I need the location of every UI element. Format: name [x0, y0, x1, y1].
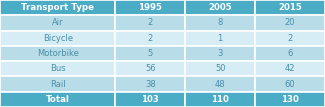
Bar: [115, 46, 185, 61]
Bar: [0, 31, 115, 46]
Text: 1: 1: [217, 34, 223, 43]
Bar: [0, 61, 115, 76]
Text: 3: 3: [217, 49, 223, 58]
Text: 42: 42: [285, 64, 295, 73]
Text: Motorbike: Motorbike: [37, 49, 79, 58]
Text: Rail: Rail: [50, 80, 66, 89]
Text: 38: 38: [145, 80, 156, 89]
Bar: [185, 61, 255, 76]
Bar: [115, 0, 185, 15]
Bar: [185, 92, 255, 107]
Bar: [115, 61, 185, 76]
Text: 2: 2: [148, 34, 153, 43]
Text: Bus: Bus: [50, 64, 66, 73]
Text: 60: 60: [285, 80, 295, 89]
Bar: [0, 15, 115, 31]
Text: 110: 110: [211, 95, 229, 104]
Bar: [255, 46, 325, 61]
Bar: [185, 0, 255, 15]
Text: 130: 130: [281, 95, 299, 104]
Bar: [255, 31, 325, 46]
Bar: [115, 15, 185, 31]
Text: Total: Total: [46, 95, 70, 104]
Bar: [0, 76, 115, 92]
Bar: [185, 31, 255, 46]
Bar: [185, 46, 255, 61]
Bar: [115, 92, 185, 107]
Bar: [115, 31, 185, 46]
Bar: [0, 46, 115, 61]
Text: 20: 20: [285, 18, 295, 27]
Text: 48: 48: [215, 80, 226, 89]
Text: Air: Air: [52, 18, 63, 27]
Text: 2: 2: [287, 34, 293, 43]
Bar: [255, 76, 325, 92]
Text: 2015: 2015: [278, 3, 302, 12]
Bar: [0, 92, 115, 107]
Text: 103: 103: [141, 95, 159, 104]
Bar: [0, 0, 115, 15]
Bar: [255, 61, 325, 76]
Bar: [255, 0, 325, 15]
Text: Bicycle: Bicycle: [43, 34, 73, 43]
Bar: [185, 76, 255, 92]
Text: 2005: 2005: [208, 3, 232, 12]
Text: 6: 6: [287, 49, 293, 58]
Text: 5: 5: [148, 49, 153, 58]
Bar: [115, 76, 185, 92]
Text: 1995: 1995: [138, 3, 162, 12]
Text: 50: 50: [215, 64, 226, 73]
Bar: [255, 92, 325, 107]
Bar: [255, 15, 325, 31]
Text: 56: 56: [145, 64, 156, 73]
Text: 8: 8: [217, 18, 223, 27]
Text: 2: 2: [148, 18, 153, 27]
Text: Transport Type: Transport Type: [21, 3, 94, 12]
Bar: [185, 15, 255, 31]
